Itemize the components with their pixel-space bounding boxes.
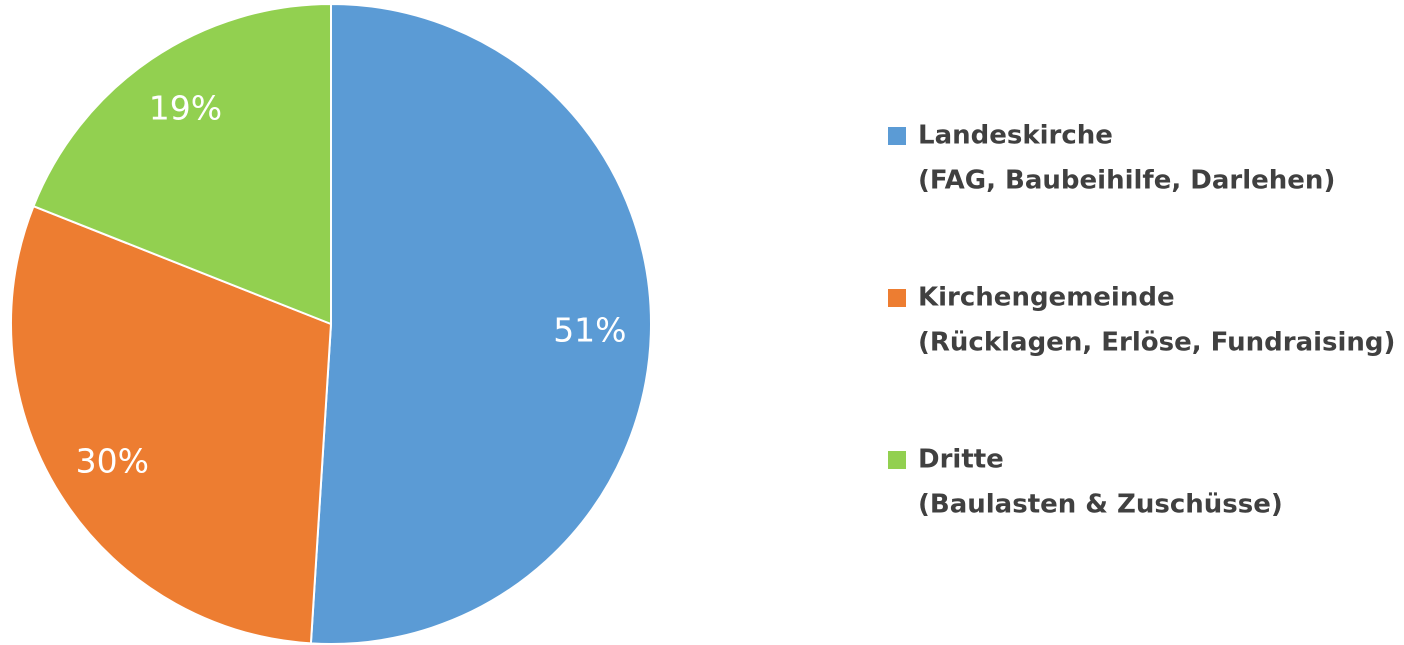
legend-label: Landeskirche	[918, 121, 1113, 151]
legend-note: (Rücklagen, Erlöse, Fundraising)	[918, 328, 1395, 358]
legend-swatch	[888, 127, 906, 145]
legend-swatch	[888, 451, 906, 469]
legend-label: Dritte	[918, 445, 1004, 475]
pie-slice	[309, 2, 652, 645]
legend-note: (Baulasten & Zuschüsse)	[918, 490, 1283, 520]
legend-note: (FAG, Baubeihilfe, Darlehen)	[918, 166, 1335, 196]
data-label: 30%	[76, 441, 149, 480]
legend-swatch	[888, 289, 906, 307]
data-label: 51%	[553, 311, 626, 350]
data-label: 19%	[149, 88, 222, 127]
pie-slice	[32, 2, 332, 326]
pie-slice	[10, 204, 333, 645]
legend-label: Kirchengemeinde	[918, 283, 1175, 313]
